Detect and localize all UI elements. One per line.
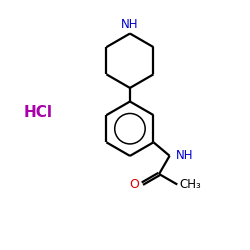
Text: O: O: [130, 178, 140, 192]
Text: NH: NH: [176, 149, 193, 162]
Text: CH₃: CH₃: [179, 178, 201, 191]
Text: NH: NH: [121, 18, 139, 30]
Text: HCl: HCl: [24, 105, 53, 120]
